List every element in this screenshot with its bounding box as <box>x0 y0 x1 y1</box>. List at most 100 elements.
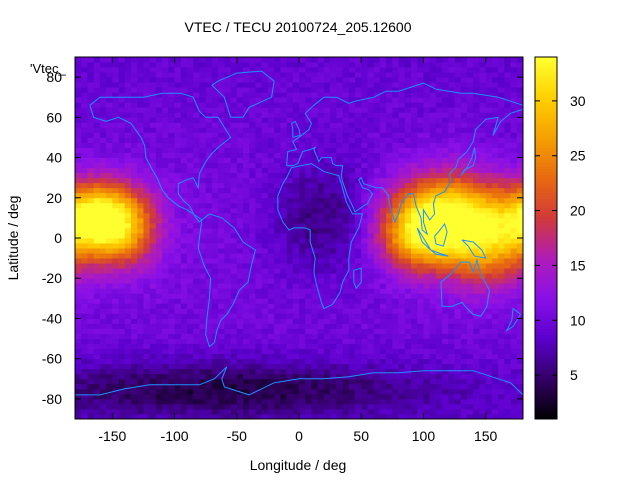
heatmap-cell <box>392 212 399 219</box>
heatmap-cell <box>435 358 443 365</box>
heatmap-cell <box>118 283 126 289</box>
heatmap-cell <box>274 107 281 113</box>
heatmap-cell <box>131 298 138 304</box>
heatmap-cell <box>373 243 381 249</box>
heatmap-cell <box>199 403 207 410</box>
heatmap-cell <box>448 152 455 158</box>
heatmap-cell <box>423 127 431 133</box>
heatmap-cell <box>162 323 169 329</box>
heatmap-cell <box>243 293 250 299</box>
heatmap-cell <box>155 408 163 415</box>
heatmap-cell <box>491 368 499 375</box>
heatmap-cell <box>280 227 287 234</box>
heatmap-cell <box>367 62 375 68</box>
heatmap-cell <box>118 308 126 314</box>
heatmap-cell <box>218 207 225 214</box>
heatmap-cell <box>249 67 256 73</box>
heatmap-cell <box>367 403 375 410</box>
heatmap-cell <box>442 212 449 219</box>
heatmap-cell <box>280 177 287 184</box>
heatmap-cell <box>286 288 294 294</box>
heatmap-cell <box>224 172 231 179</box>
heatmap-cell <box>386 232 393 239</box>
heatmap-cell <box>355 222 362 229</box>
heatmap-cell <box>504 328 511 334</box>
heatmap-cell <box>479 348 487 355</box>
heatmap-cell <box>367 338 375 344</box>
heatmap-cell <box>404 383 412 390</box>
heatmap-cell <box>467 248 474 254</box>
heatmap-cell <box>124 57 132 63</box>
heatmap-cell <box>286 57 294 63</box>
heatmap-cell <box>174 152 182 158</box>
heatmap-cell <box>249 72 256 78</box>
heatmap-cell <box>193 232 200 239</box>
heatmap-cell <box>93 192 101 199</box>
heatmap-cell <box>205 207 213 214</box>
heatmap-cell <box>373 298 381 304</box>
heatmap-cell <box>411 398 418 405</box>
heatmap-cell <box>261 338 269 344</box>
heatmap-cell <box>112 248 119 254</box>
heatmap-cell <box>274 112 281 118</box>
heatmap-cell <box>485 243 493 249</box>
heatmap-cell <box>348 112 356 118</box>
heatmap-cell <box>491 253 499 259</box>
heatmap-cell <box>317 253 325 259</box>
heatmap-cell <box>124 383 132 390</box>
heatmap-cell <box>460 268 468 274</box>
heatmap-cell <box>261 348 269 355</box>
heatmap-cell <box>131 152 138 158</box>
heatmap-cell <box>498 132 505 138</box>
heatmap-cell <box>236 243 244 249</box>
heatmap-cell <box>280 328 287 334</box>
heatmap-cell <box>454 82 462 88</box>
heatmap-cell <box>236 82 244 88</box>
heatmap-cell <box>193 202 200 209</box>
heatmap-cell <box>286 217 294 224</box>
heatmap-cell <box>373 358 381 365</box>
heatmap-cell <box>162 358 169 365</box>
heatmap-cell <box>292 172 300 179</box>
heatmap-cell <box>255 57 263 63</box>
heatmap-cell <box>280 117 287 123</box>
heatmap-cell <box>205 303 213 309</box>
heatmap-cell <box>330 222 337 229</box>
heatmap-cell <box>286 212 294 219</box>
heatmap-cell <box>292 207 300 214</box>
heatmap-cell <box>299 253 306 259</box>
y-axis-label: Latitude / deg <box>5 196 21 281</box>
heatmap-cell <box>131 393 138 400</box>
heatmap-cell <box>218 117 225 123</box>
heatmap-cell <box>336 102 343 108</box>
heatmap-cell <box>305 413 312 420</box>
heatmap-cell <box>243 388 250 395</box>
heatmap-cell <box>342 202 350 209</box>
heatmap-cell <box>348 393 356 400</box>
heatmap-cell <box>106 273 113 279</box>
heatmap-cell <box>137 137 144 143</box>
heatmap-cell <box>93 298 101 304</box>
heatmap-cell <box>454 243 462 249</box>
heatmap-cell <box>386 243 393 249</box>
heatmap-cell <box>435 403 443 410</box>
heatmap-cell <box>317 403 325 410</box>
heatmap-cell <box>199 137 207 143</box>
heatmap-cell <box>292 67 300 73</box>
heatmap-cell <box>218 177 225 184</box>
heatmap-cell <box>429 328 437 334</box>
heatmap-cell <box>442 192 449 199</box>
heatmap-cell <box>143 403 151 410</box>
heatmap-cell <box>361 187 368 194</box>
heatmap-cell <box>187 202 194 209</box>
heatmap-cell <box>292 258 300 264</box>
heatmap-cell <box>149 288 157 294</box>
heatmap-cell <box>106 132 113 138</box>
heatmap-cell <box>417 182 424 189</box>
heatmap-cell <box>267 318 275 324</box>
heatmap-cell <box>330 273 337 279</box>
heatmap-cell <box>249 197 256 204</box>
heatmap-cell <box>274 343 281 350</box>
heatmap-cell <box>286 222 294 229</box>
heatmap-cell <box>205 227 213 234</box>
